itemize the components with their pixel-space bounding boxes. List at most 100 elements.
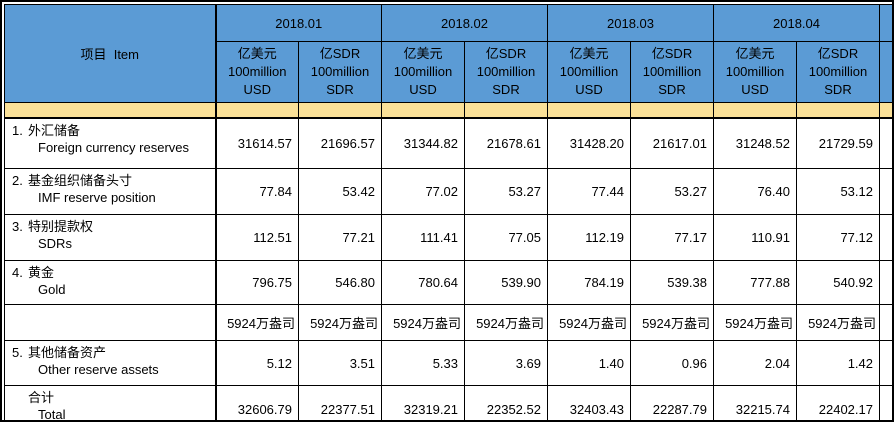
unit-header-usd: 亿美元 100million USD [547, 41, 631, 103]
row-imf-reserve-position: 2. 基金组织储备头寸 IMF reserve position 77.84 53… [4, 168, 892, 215]
unit-l3: SDR [492, 82, 520, 97]
unit-l3: USD [880, 81, 892, 99]
row-number: 1. [12, 123, 23, 138]
value-cell: 22287.79 [630, 385, 714, 420]
value-cell: 5924万盎司 [381, 304, 465, 341]
value-cell-partial [879, 168, 892, 215]
unit-l2: 100million [642, 64, 702, 79]
unit-l3: USD [243, 82, 271, 97]
row-number [5, 389, 28, 406]
unit-cn: 亿SDR [651, 46, 693, 61]
month-header-2018-02: 2018.02 [381, 4, 548, 42]
row-label-cn: 基金组织储备头寸 [28, 173, 133, 188]
value-cell: 21696.57 [298, 117, 382, 169]
value-cell: 77.02 [381, 168, 465, 215]
month-header-2018-04: 2018.04 [713, 4, 880, 42]
row-label: 4. 黄金 Gold [4, 260, 217, 305]
row-gold: 4. 黄金 Gold 796.75 546.80 780.64 539.90 78… [4, 260, 892, 305]
value-cell: 5924万盎司 [713, 304, 797, 341]
row-total: 合计 Total 32606.79 22377.51 32319.21 2235… [4, 385, 892, 422]
value-cell: 3.51 [298, 340, 382, 386]
value-cell: 77.12 [796, 214, 880, 261]
value-cell-partial [879, 340, 892, 386]
value-cell: 1.40 [547, 340, 631, 386]
unit-cn: 亿SDR [319, 46, 361, 61]
row-number: 5. [12, 345, 23, 360]
value-cell: 32319.21 [381, 385, 465, 420]
value-cell: 32215.74 [713, 385, 797, 420]
value-cell: 77.21 [298, 214, 382, 261]
value-cell: 22352.52 [464, 385, 548, 420]
item-column-header: 项目 Item [4, 4, 217, 103]
value-cell: 53.12 [796, 168, 880, 215]
value-cell: 31428.20 [547, 117, 631, 169]
value-cell: 31344.82 [381, 117, 465, 169]
reserves-table: 项目 Item 2018.01 2018.02 2018.03 2018.04 … [4, 4, 892, 422]
separator-stripe-row [4, 102, 892, 119]
value-cell-partial [879, 117, 892, 169]
row-label-cn: 黄金 [28, 265, 55, 280]
unit-header-row: 亿美元 100million USD 亿SDR 100million SDR 亿美元 10… [5, 41, 892, 103]
value-cell: 21617.01 [630, 117, 714, 169]
value-cell: 77.05 [464, 214, 548, 261]
value-cell: 32606.79 [215, 385, 299, 420]
unit-cn: 亿美元 [403, 46, 443, 61]
stripe-cell [879, 102, 892, 119]
unit-l2: 100million [476, 64, 536, 79]
value-cell: 77.17 [630, 214, 714, 261]
unit-l2: 100million [310, 64, 370, 79]
row-label-empty [4, 304, 217, 341]
month-header-row: 项目 Item 2018.01 2018.02 2018.03 2018.04 [4, 4, 892, 103]
value-cell: 32403.43 [547, 385, 631, 420]
row-number: 3. [12, 219, 23, 234]
row-foreign-currency-reserves: 1. 外汇储备 Foreign currency reserves 31614.5… [4, 117, 892, 169]
unit-cn: 亿美元 [569, 46, 609, 61]
unit-cn: 亿SDR [817, 46, 859, 61]
unit-l2: 100million [393, 64, 453, 79]
row-label-cn: 特别提款权 [28, 219, 94, 234]
unit-header-sdr: 亿SDR 100million SDR [796, 41, 880, 103]
unit-l3: USD [575, 82, 603, 97]
value-cell: 22402.17 [796, 385, 880, 420]
stripe-cell [381, 102, 465, 119]
row-number: 4. [12, 265, 23, 280]
row-label-cn: 其他储备资产 [28, 345, 107, 360]
unit-cn: 亿美元 [735, 46, 775, 61]
value-cell-partial [879, 385, 892, 420]
value-cell: 780.64 [381, 260, 465, 305]
value-cell: 1.42 [796, 340, 880, 386]
row-label-en: SDRs [38, 236, 72, 251]
value-cell: 111.41 [381, 214, 465, 261]
unit-cn: 亿美元 [880, 45, 892, 63]
unit-l2: 100million [559, 64, 619, 79]
row-gold-ounces: 5924万盎司 5924万盎司 5924万盎司 5924万盎司 5924万盎司 … [4, 304, 892, 341]
unit-l2: 100million [808, 64, 868, 79]
month-header-2018-03: 2018.03 [547, 4, 714, 42]
unit-cn: 亿美元 [237, 46, 277, 61]
row-label: 1. 外汇储备 Foreign currency reserves [4, 117, 217, 169]
value-cell: 31614.57 [215, 117, 299, 169]
value-cell: 777.88 [713, 260, 797, 305]
row-number: 2. [12, 173, 23, 188]
value-cell: 112.51 [215, 214, 299, 261]
row-label-en: Foreign currency reserves [38, 140, 189, 155]
month-header-partial [879, 4, 892, 42]
row-label: 5. 其他储备资产 Other reserve assets [4, 340, 217, 386]
value-cell: 5.33 [381, 340, 465, 386]
row-label-en: Total [38, 407, 66, 422]
row-label: 3. 特别提款权 SDRs [4, 214, 217, 261]
value-cell: 796.75 [215, 260, 299, 305]
stripe-cell [630, 102, 714, 119]
month-header-2018-01: 2018.01 [215, 4, 382, 42]
unit-header-sdr: 亿SDR 100million SDR [464, 41, 548, 103]
row-label-en: IMF reserve position [38, 190, 156, 205]
value-cell: 31248.52 [713, 117, 797, 169]
value-cell: 76.40 [713, 168, 797, 215]
unit-l3: SDR [658, 82, 686, 97]
value-cell: 53.27 [630, 168, 714, 215]
row-label: 合计 Total [4, 385, 217, 422]
unit-header-usd: 亿美元 100million USD [215, 41, 299, 103]
value-cell: 540.92 [796, 260, 880, 305]
stripe-cell [796, 102, 880, 119]
